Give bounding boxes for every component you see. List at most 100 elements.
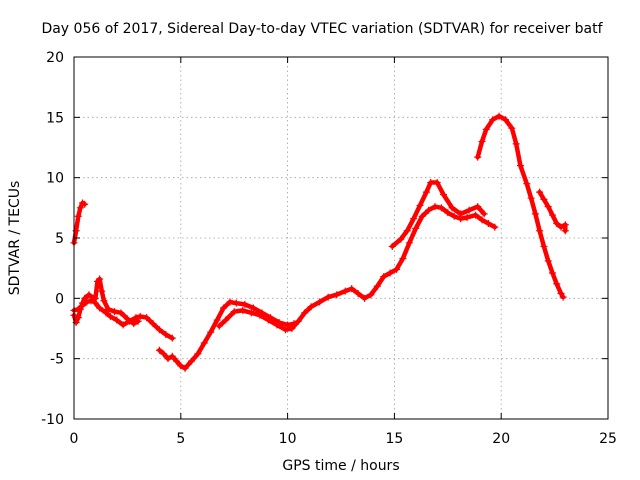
series-evening-secondary <box>536 188 569 235</box>
grid-layer <box>74 57 608 419</box>
series-early-high <box>70 199 89 247</box>
data-point <box>173 357 181 365</box>
y-tick-label: 15 <box>46 110 64 126</box>
data-point <box>288 325 296 332</box>
data-point <box>561 221 569 229</box>
data-point <box>98 287 106 295</box>
data-point <box>403 227 411 235</box>
data-point <box>474 203 482 211</box>
data-point <box>540 195 548 203</box>
data-point <box>91 294 99 302</box>
series-line <box>157 299 297 371</box>
data-point <box>418 212 426 220</box>
data-point <box>220 304 228 312</box>
x-tick-label: 0 <box>70 431 79 447</box>
data-point <box>465 206 473 214</box>
data-point <box>232 299 240 307</box>
data-point <box>85 291 93 299</box>
data-point <box>457 210 465 218</box>
y-axis-label: SDTVAR / TECUs <box>7 181 23 296</box>
data-point <box>393 265 401 273</box>
data-point <box>213 316 221 324</box>
data-point <box>548 211 556 219</box>
data-point <box>106 312 114 320</box>
data-point <box>561 227 569 235</box>
data-point <box>149 320 157 328</box>
data-point <box>215 322 223 330</box>
data-point <box>478 216 486 224</box>
data-point <box>96 304 104 312</box>
data-point <box>256 311 264 319</box>
series-afternoon-upper <box>388 178 488 250</box>
data-point <box>187 357 195 365</box>
data-point <box>450 212 458 220</box>
y-tick-label: 5 <box>55 231 64 247</box>
data-point <box>360 294 368 302</box>
data-point <box>433 178 441 186</box>
data-point <box>273 321 281 329</box>
data-point <box>388 242 396 250</box>
x-tick-label: 20 <box>492 431 510 447</box>
data-point <box>87 297 95 305</box>
data-point <box>405 239 413 247</box>
data-point <box>425 206 433 214</box>
y-tick-label: 10 <box>46 171 64 187</box>
data-point <box>516 162 524 170</box>
data-point <box>416 201 424 209</box>
data-point <box>431 203 439 211</box>
data-point <box>104 305 112 313</box>
data-point <box>410 215 418 223</box>
data-point <box>134 317 142 325</box>
data-point <box>136 312 144 320</box>
data-point <box>200 339 208 347</box>
data-point <box>207 328 215 336</box>
data-point <box>111 308 119 316</box>
data-point <box>316 298 324 306</box>
data-point <box>373 282 381 290</box>
data-point <box>399 255 407 263</box>
data-point <box>324 293 332 301</box>
series-early-mid <box>70 275 142 328</box>
data-point <box>491 223 499 231</box>
data-point <box>76 204 84 212</box>
data-point <box>102 309 110 317</box>
data-point <box>548 269 556 277</box>
data-point <box>307 303 315 311</box>
data-point <box>553 280 561 288</box>
data-point <box>478 137 486 145</box>
data-point <box>448 204 456 212</box>
y-tick-label: -10 <box>41 412 64 428</box>
x-tick-label: 15 <box>385 431 403 447</box>
data-point <box>386 269 394 277</box>
data-point <box>143 314 151 322</box>
data-point <box>437 204 445 212</box>
data-point <box>523 180 531 188</box>
data-point <box>96 275 104 283</box>
data-point <box>239 306 247 314</box>
data-point <box>341 287 349 295</box>
data-point <box>422 188 430 196</box>
x-tick-label: 25 <box>599 431 617 447</box>
data-point <box>264 316 272 324</box>
data-point <box>83 298 91 306</box>
data-point <box>512 140 520 148</box>
data-point <box>74 212 82 220</box>
data-point <box>508 124 516 132</box>
data-point <box>440 191 448 199</box>
data-point <box>333 291 341 299</box>
data-point <box>230 308 238 316</box>
data-point <box>559 293 567 301</box>
series-morning-lower <box>215 203 499 334</box>
y-tick-label: 20 <box>46 50 64 66</box>
data-point <box>354 290 362 298</box>
series-line <box>71 200 87 246</box>
tick-layer: 0 5 10 15 20 25 -10 -5 0 5 10 15 20 <box>41 50 617 447</box>
data-point <box>74 305 82 313</box>
data-point <box>472 211 480 219</box>
data-point <box>281 326 289 334</box>
data-point <box>168 352 176 360</box>
data-point <box>226 298 234 306</box>
data-point <box>119 321 127 329</box>
data-point <box>463 213 471 221</box>
